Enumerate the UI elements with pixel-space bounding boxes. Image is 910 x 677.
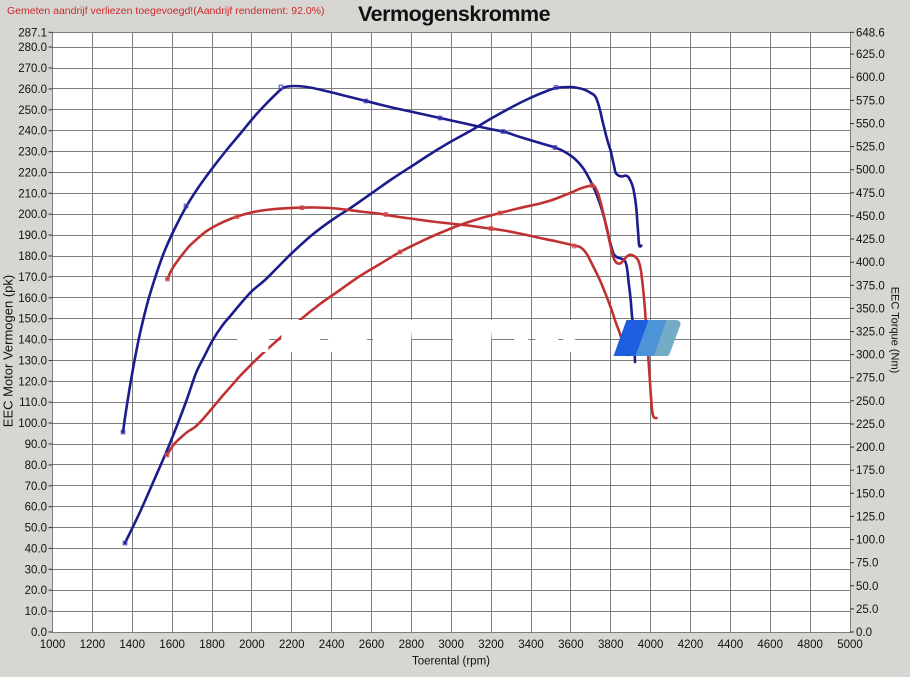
svg-text:325.0: 325.0: [856, 327, 885, 339]
svg-text:400.0: 400.0: [856, 257, 885, 269]
svg-text:5000: 5000: [837, 639, 863, 651]
svg-text:350.0: 350.0: [856, 303, 885, 315]
svg-text:1200: 1200: [80, 639, 106, 651]
svg-text:100.0: 100.0: [18, 418, 47, 430]
svg-text:4200: 4200: [678, 639, 704, 651]
svg-text:EEC Motor Vermogen (pk): EEC Motor Vermogen (pk): [1, 275, 16, 427]
svg-text:280.0: 280.0: [18, 42, 47, 54]
svg-text:120.0: 120.0: [18, 376, 47, 388]
svg-text:4800: 4800: [797, 639, 823, 651]
svg-text:80.0: 80.0: [25, 460, 47, 472]
svg-text:575.0: 575.0: [856, 95, 885, 107]
svg-text:150.0: 150.0: [856, 488, 885, 500]
svg-text:3000: 3000: [438, 639, 464, 651]
svg-text:2600: 2600: [359, 639, 385, 651]
svg-text:190.0: 190.0: [18, 230, 47, 242]
svg-text:250.0: 250.0: [18, 105, 47, 117]
svg-text:270.0: 270.0: [18, 63, 47, 75]
svg-text:3200: 3200: [478, 639, 504, 651]
svg-text:200.0: 200.0: [856, 442, 885, 454]
svg-text:130.0: 130.0: [18, 356, 47, 368]
svg-text:50.0: 50.0: [856, 581, 878, 593]
svg-text:1800: 1800: [199, 639, 225, 651]
svg-text:150.0: 150.0: [18, 314, 47, 326]
svg-text:287.1: 287.1: [18, 27, 47, 39]
svg-text:0.0: 0.0: [856, 627, 872, 639]
svg-text:240.0: 240.0: [18, 126, 47, 138]
svg-text:210.0: 210.0: [18, 188, 47, 200]
svg-text:220.0: 220.0: [18, 168, 47, 180]
svg-text:1600: 1600: [159, 639, 185, 651]
svg-text:75.0: 75.0: [856, 558, 878, 570]
svg-text:10.0: 10.0: [25, 606, 47, 618]
svg-text:170.0: 170.0: [18, 272, 47, 284]
svg-text:125.0: 125.0: [856, 511, 885, 523]
svg-text:500.0: 500.0: [856, 165, 885, 177]
svg-text:2800: 2800: [399, 639, 425, 651]
svg-text:3600: 3600: [558, 639, 584, 651]
svg-text:Gemeten aandrijf verliezen toe: Gemeten aandrijf verliezen toegevoegd!(A…: [7, 5, 325, 17]
svg-text:90.0: 90.0: [25, 439, 47, 451]
svg-text:160.0: 160.0: [18, 293, 47, 305]
svg-text:1400: 1400: [119, 639, 145, 651]
svg-text:225.0: 225.0: [856, 419, 885, 431]
svg-text:EEC Torque (Nm): EEC Torque (Nm): [889, 287, 901, 374]
svg-text:625.0: 625.0: [856, 49, 885, 61]
svg-text:0.0: 0.0: [31, 627, 47, 639]
svg-text:200.0: 200.0: [18, 209, 47, 221]
svg-text:300.0: 300.0: [856, 350, 885, 362]
svg-text:3800: 3800: [598, 639, 624, 651]
svg-text:2000: 2000: [239, 639, 265, 651]
svg-text:600.0: 600.0: [856, 72, 885, 84]
svg-text:70.0: 70.0: [25, 481, 47, 493]
svg-text:275.0: 275.0: [856, 373, 885, 385]
svg-text:100.0: 100.0: [856, 535, 885, 547]
svg-text:550.0: 550.0: [856, 119, 885, 131]
svg-text:1000: 1000: [40, 639, 66, 651]
svg-text:230.0: 230.0: [18, 147, 47, 159]
svg-text:2400: 2400: [319, 639, 345, 651]
svg-text:4000: 4000: [638, 639, 664, 651]
svg-text:25.0: 25.0: [856, 604, 878, 616]
svg-text:180.0: 180.0: [18, 251, 47, 263]
svg-text:525.0: 525.0: [856, 142, 885, 154]
svg-text:4400: 4400: [718, 639, 744, 651]
svg-text:140.0: 140.0: [18, 335, 47, 347]
svg-text:450.0: 450.0: [856, 211, 885, 223]
svg-text:250.0: 250.0: [856, 396, 885, 408]
svg-text:40.0: 40.0: [25, 543, 47, 555]
svg-text:648.6: 648.6: [856, 27, 885, 39]
svg-text:175.0: 175.0: [856, 465, 885, 477]
svg-text:375.0: 375.0: [856, 280, 885, 292]
svg-text:475.0: 475.0: [856, 188, 885, 200]
svg-text:50.0: 50.0: [25, 523, 47, 535]
svg-text:2200: 2200: [279, 639, 305, 651]
svg-text:Toerental (rpm): Toerental (rpm): [412, 656, 490, 668]
svg-text:260.0: 260.0: [18, 84, 47, 96]
svg-text:3400: 3400: [518, 639, 544, 651]
svg-text:4600: 4600: [757, 639, 783, 651]
svg-text:Vermogenskromme: Vermogenskromme: [358, 2, 551, 26]
svg-text:20.0: 20.0: [25, 585, 47, 597]
svg-text:425.0: 425.0: [856, 234, 885, 246]
svg-text:30.0: 30.0: [25, 564, 47, 576]
svg-text:60.0: 60.0: [25, 502, 47, 514]
svg-text:110.0: 110.0: [19, 397, 47, 409]
